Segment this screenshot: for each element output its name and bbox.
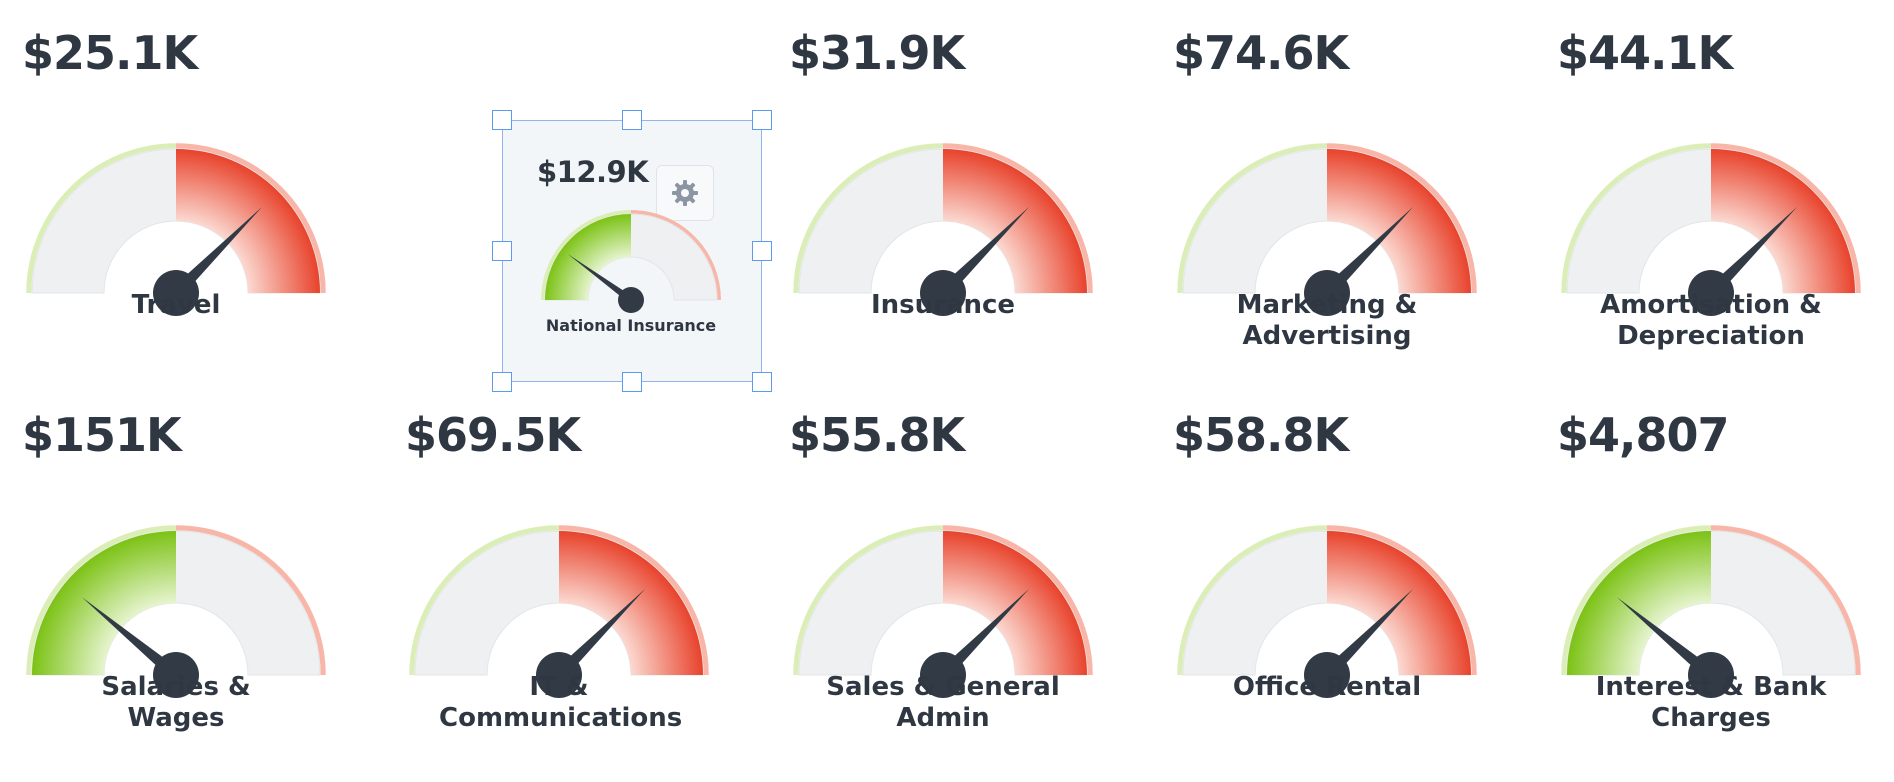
gauge-rim-green <box>1561 525 1712 676</box>
gauge-hub <box>153 270 199 316</box>
gauge-needle <box>567 254 634 303</box>
gauge-needle <box>554 588 646 680</box>
gauge-tile-travel[interactable]: $25.1K Travel <box>0 26 352 400</box>
gauge-rim-red <box>942 525 1093 676</box>
gauge-rim-green <box>541 210 632 301</box>
gauge-rim-green <box>793 143 944 294</box>
gauge-label: Salaries & Wages <box>101 672 251 733</box>
gauge-tile-marketing[interactable]: $74.6K Marketing & Advertising <box>1151 26 1503 400</box>
gauge-rim-green <box>1177 143 1328 294</box>
gauge-needle <box>81 597 181 680</box>
gauge-value: $58.8K <box>1173 408 1349 462</box>
gauge-rim-red <box>1710 525 1861 676</box>
gauge-zone-fill <box>1567 531 1711 675</box>
gauge-label: Office Rental <box>1232 672 1422 702</box>
gauge-rim-red <box>1326 143 1477 294</box>
gauge-hub <box>920 652 966 698</box>
selected-gauge-tile[interactable]: $12.9K National Insurance <box>502 120 762 382</box>
gauge-label: Amortisation & Depreciation <box>1600 290 1822 351</box>
gauge-zone-fill <box>545 214 631 300</box>
gauge-label: Travel <box>131 290 221 320</box>
gauge-needle <box>1322 588 1414 680</box>
resize-handle-s[interactable] <box>622 372 642 392</box>
resize-handle-ne[interactable] <box>752 110 772 130</box>
gauge-tile-it-communications[interactable]: $69.5K IT & Communications <box>383 408 735 782</box>
gauge-dial <box>1561 143 1861 316</box>
gauge-dial <box>1177 143 1477 316</box>
resize-handle-n[interactable] <box>622 110 642 130</box>
resize-handle-sw[interactable] <box>492 372 512 392</box>
gauge-tile-office-rental[interactable]: $58.8K Office Rental <box>1151 408 1503 782</box>
gauge-label: Insurance <box>870 290 1016 320</box>
resize-handle-se[interactable] <box>752 372 772 392</box>
gauge-rim-red <box>175 525 326 676</box>
gauge-hub <box>618 287 644 313</box>
gauge-rim-green <box>1177 525 1328 676</box>
gauge-hub <box>1304 652 1350 698</box>
gauge-tile-insurance[interactable]: $31.9K Insurance <box>767 26 1119 400</box>
gauge-hub <box>1688 270 1734 316</box>
gauge-zone-fill <box>32 531 176 675</box>
gauge-dial <box>541 210 721 313</box>
gauge-hub <box>1304 270 1350 316</box>
gauge-label: Sales & General Admin <box>826 672 1060 733</box>
gauge-hub <box>536 652 582 698</box>
gauge-needle <box>1322 206 1414 298</box>
gauge-dial <box>1561 525 1861 698</box>
gauge-tile-sales-admin[interactable]: $55.8K Sales & General Admin <box>767 408 1119 782</box>
gauge-hub <box>1688 652 1734 698</box>
gauge-needle <box>171 206 263 298</box>
settings-button[interactable] <box>656 165 714 221</box>
gauge-value: $151K <box>22 408 182 462</box>
gauge-label: National Insurance <box>545 316 717 335</box>
gauge-label: Marketing & Advertising <box>1236 290 1418 351</box>
gauge-value: $74.6K <box>1173 26 1349 80</box>
gauge-rim-red <box>630 210 721 301</box>
gauge-needle <box>938 588 1030 680</box>
gear-icon <box>672 180 698 206</box>
resize-handle-w[interactable] <box>492 241 512 261</box>
gauge-rim-red <box>1326 525 1477 676</box>
gauge-rim-green <box>26 525 177 676</box>
gauge-rim-green <box>26 143 177 294</box>
gauge-dial <box>26 525 326 698</box>
gauge-hub <box>920 270 966 316</box>
gauge-value: $69.5K <box>405 408 581 462</box>
gauge-value: $31.9K <box>789 26 965 80</box>
gauge-value: $44.1K <box>1557 26 1733 80</box>
gauge-rim-green <box>793 525 944 676</box>
gauge-tile-interest-bank[interactable]: $4,807 Interest & Bank Charges <box>1535 408 1887 782</box>
gauge-rim-red <box>1710 143 1861 294</box>
gauge-value: $12.9K <box>537 155 649 189</box>
gauge-needle <box>938 206 1030 298</box>
gauge-label: Interest & Bank Charges <box>1595 672 1827 733</box>
gauge-dial <box>793 143 1093 316</box>
gauge-tile-amortisation[interactable]: $44.1K Amortisation & Depreciation <box>1535 26 1887 400</box>
gauge-rim-red <box>942 143 1093 294</box>
gauge-rim-red <box>558 525 709 676</box>
gauge-tile-salaries[interactable]: $151K Salaries & Wages <box>0 408 352 782</box>
gauge-needle <box>1616 597 1716 680</box>
gauge-needle <box>1706 206 1798 298</box>
gauge-hub <box>153 652 199 698</box>
gauge-dial <box>409 525 709 698</box>
gauge-rim-green <box>409 525 560 676</box>
resize-handle-e[interactable] <box>752 241 772 261</box>
gauge-dial <box>26 143 326 316</box>
resize-handle-nw[interactable] <box>492 110 512 130</box>
gauge-rim-red <box>175 143 326 294</box>
gauge-label: IT & Communications <box>439 672 683 733</box>
gauge-value: $25.1K <box>22 26 198 80</box>
gauge-rim-green <box>1561 143 1712 294</box>
gauge-dial <box>793 525 1093 698</box>
gauge-value: $4,807 <box>1557 408 1730 462</box>
gauge-dial <box>1177 525 1477 698</box>
gauge-value: $55.8K <box>789 408 965 462</box>
